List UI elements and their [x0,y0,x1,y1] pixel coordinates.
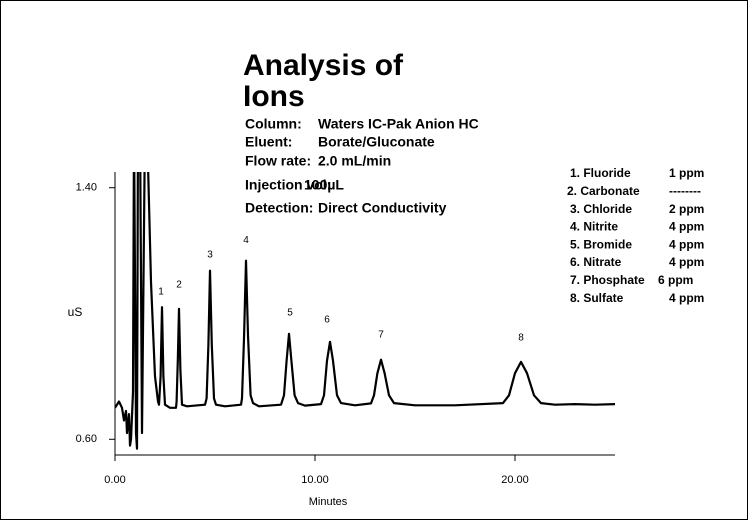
legend-name: 5. Bromide [570,237,632,251]
peak-label: 2 [176,280,182,291]
legend-name: 4. Nitrite [570,220,618,234]
info-value: Borate/Gluconate [318,134,435,150]
legend-conc: 1 ppm [669,166,704,180]
x-axis-label: Minutes [309,496,348,508]
info-value: Waters IC-Pak Anion HC [318,116,479,132]
info-label: Injection vol: [245,177,331,193]
info-value: 2.0 mL/min [318,153,391,169]
y-tick-label: 0.60 [76,433,97,445]
info-label: Column: [245,116,302,132]
peak-label: 3 [207,249,213,260]
legend-name: 7. Phosphate [570,273,645,287]
info-label: Detection: [245,200,313,216]
info-value: 100µL [304,177,344,193]
peak-label: 4 [243,235,249,246]
legend-name: 8. Sulfate [570,291,624,305]
y-axis-label: uS [68,305,83,319]
peak-label: 1 [158,286,164,297]
chart-title: Analysis of Ions [243,49,404,113]
legend-conc: 6 ppm [658,273,693,287]
legend-conc: 4 ppm [669,220,704,234]
legend-conc: 4 ppm [669,237,704,251]
legend-name: 2. Carbonate [567,184,640,198]
info-value: Direct Conductivity [318,200,447,216]
info-label: Eluent: [245,134,292,150]
legend-name: 6. Nitrate [570,255,622,269]
x-tick-label: 20.00 [501,474,529,486]
legend-name: 3. Chloride [570,202,632,216]
peak-label: 5 [287,308,293,319]
y-tick-label: 1.40 [76,182,97,194]
chromatogram-trace [115,172,615,450]
legend-conc: 4 ppm [669,255,704,269]
legend-name: 1. Fluoride [570,166,631,180]
peak-label: 8 [518,332,524,343]
legend-conc: 4 ppm [669,291,704,305]
legend-conc: -------- [669,184,701,198]
peak-label: 6 [324,314,330,325]
legend-conc: 2 ppm [669,202,704,216]
x-tick-label: 0.00 [104,474,125,486]
peak-label: 7 [378,330,384,341]
info-label: Flow rate: [245,153,311,169]
x-tick-label: 10.00 [301,474,329,486]
